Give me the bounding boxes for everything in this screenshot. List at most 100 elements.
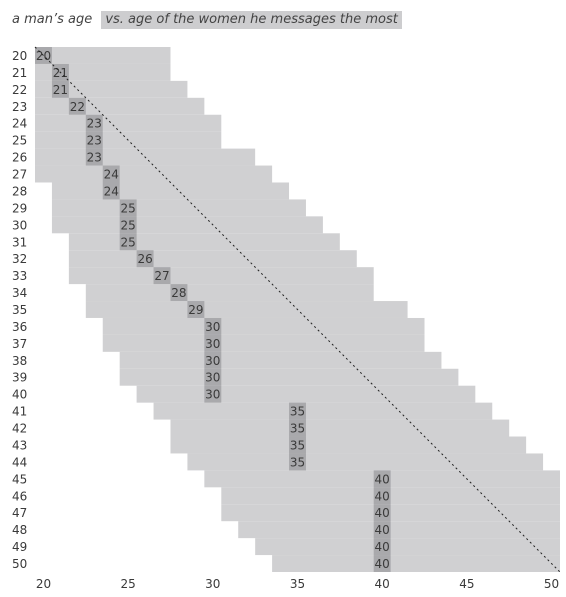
x-axis-labels: 20 25 30 35 40 45 50 <box>36 577 559 591</box>
y-tick-24: 24 <box>12 117 27 131</box>
mode-cell-age-24 <box>85 114 103 132</box>
mode-label-age-37: 30 <box>205 337 220 351</box>
mode-cell-age-39 <box>204 368 222 386</box>
mode-cell-age-23 <box>68 97 86 115</box>
mode-label-age-29: 25 <box>121 201 136 215</box>
mode-cell-age-30 <box>119 216 137 234</box>
y-tick-25: 25 <box>12 134 27 148</box>
y-tick-29: 29 <box>12 201 27 215</box>
range-bar-age-37 <box>102 334 425 352</box>
range-bar-age-20 <box>35 47 171 64</box>
mode-label-age-39: 30 <box>205 371 220 385</box>
y-tick-47: 47 <box>12 506 27 520</box>
title-plain: a man’s age <box>12 12 93 27</box>
y-tick-46: 46 <box>12 489 27 503</box>
range-bar-age-50 <box>272 555 560 572</box>
y-tick-23: 23 <box>12 100 27 114</box>
mode-cell-age-48 <box>373 521 391 539</box>
range-bar-age-40 <box>136 385 476 403</box>
mode-cell-age-49 <box>373 538 391 556</box>
mode-label-age-25: 23 <box>87 134 102 148</box>
range-bar-age-31 <box>68 233 340 251</box>
mode-label-age-30: 25 <box>121 218 136 232</box>
mode-label-age-31: 25 <box>121 235 136 249</box>
range-bar-age-32 <box>68 250 357 268</box>
mode-cell-age-34 <box>170 284 188 302</box>
range-bar-age-44 <box>187 453 544 471</box>
range-bar-age-28 <box>51 182 290 200</box>
x-tick-40: 40 <box>375 577 390 591</box>
y-tick-35: 35 <box>12 303 27 317</box>
y-tick-41: 41 <box>12 405 27 419</box>
mode-label-age-26: 23 <box>87 151 102 165</box>
y-tick-28: 28 <box>12 184 27 198</box>
mode-cell-age-27 <box>102 165 120 183</box>
y-tick-38: 38 <box>12 354 27 368</box>
y-tick-40: 40 <box>12 388 27 402</box>
mode-cell-age-47 <box>373 504 391 522</box>
y-tick-50: 50 <box>12 557 27 571</box>
mode-label-age-33: 27 <box>154 269 169 283</box>
range-bar-age-48 <box>238 521 560 539</box>
mode-cell-age-42 <box>289 419 306 437</box>
mode-label-age-23: 22 <box>70 100 85 114</box>
mode-label-age-27: 24 <box>104 168 119 182</box>
mode-cell-age-37 <box>204 334 222 352</box>
mode-label-age-50: 40 <box>375 557 390 571</box>
y-tick-43: 43 <box>12 438 27 452</box>
range-bar-age-34 <box>85 284 374 302</box>
mode-cell-age-40 <box>204 385 222 403</box>
y-tick-33: 33 <box>12 269 27 283</box>
mode-label-age-45: 40 <box>375 472 390 486</box>
y-tick-45: 45 <box>12 472 27 486</box>
mode-label-age-34: 28 <box>171 286 186 300</box>
mode-cell-age-35 <box>187 301 205 318</box>
x-tick-45: 45 <box>459 577 474 591</box>
y-tick-21: 21 <box>12 66 27 80</box>
y-tick-44: 44 <box>12 455 27 469</box>
range-bar-age-43 <box>170 436 527 454</box>
mode-label-age-46: 40 <box>375 489 390 503</box>
y-tick-20: 20 <box>12 49 27 63</box>
range-bar-age-21 <box>35 63 171 81</box>
title-highlight: vs. age of the women he messages the mos… <box>101 11 402 29</box>
y-tick-42: 42 <box>12 422 27 436</box>
mode-label-age-42: 35 <box>290 422 305 436</box>
mode-cell-age-36 <box>204 317 222 335</box>
x-tick-35: 35 <box>290 577 305 591</box>
mode-cell-age-26 <box>85 148 103 166</box>
range-bar-age-22 <box>35 80 188 98</box>
mode-cell-age-46 <box>373 487 391 505</box>
mode-label-age-47: 40 <box>375 506 390 520</box>
y-tick-31: 31 <box>12 235 27 249</box>
diagonal-layer <box>34 46 561 573</box>
mode-cell-age-45 <box>373 470 391 488</box>
mode-cell-age-29 <box>119 199 137 217</box>
y-tick-27: 27 <box>12 168 27 182</box>
mode-label-age-20: 20 <box>36 49 51 63</box>
mode-cell-age-22 <box>51 80 69 98</box>
mode-cell-age-31 <box>119 233 137 251</box>
mode-label-age-35: 29 <box>188 303 203 317</box>
mode-label-age-41: 35 <box>290 405 305 419</box>
y-tick-37: 37 <box>12 337 27 351</box>
mode-label-age-36: 30 <box>205 320 220 334</box>
range-bar-age-30 <box>51 216 323 234</box>
mode-label-age-38: 30 <box>205 354 220 368</box>
y-tick-39: 39 <box>12 371 27 385</box>
mode-cell-age-25 <box>85 131 103 149</box>
y-tick-36: 36 <box>12 320 27 334</box>
range-bar-age-39 <box>119 368 459 386</box>
mode-cell-age-50 <box>373 555 391 572</box>
chart-title: a man’s age vs. age of the women he mess… <box>12 8 402 29</box>
range-bar-age-33 <box>68 267 374 285</box>
x-tick-20: 20 <box>36 577 51 591</box>
mode-label-age-40: 30 <box>205 388 220 402</box>
y-tick-34: 34 <box>12 286 27 300</box>
mode-cell-age-28 <box>102 182 120 200</box>
mode-label-age-44: 35 <box>290 455 305 469</box>
range-bar-age-24 <box>35 114 222 132</box>
mode-cell-age-41 <box>289 402 306 420</box>
mode-cell-age-44 <box>289 453 306 471</box>
range-bar-age-29 <box>51 199 306 217</box>
